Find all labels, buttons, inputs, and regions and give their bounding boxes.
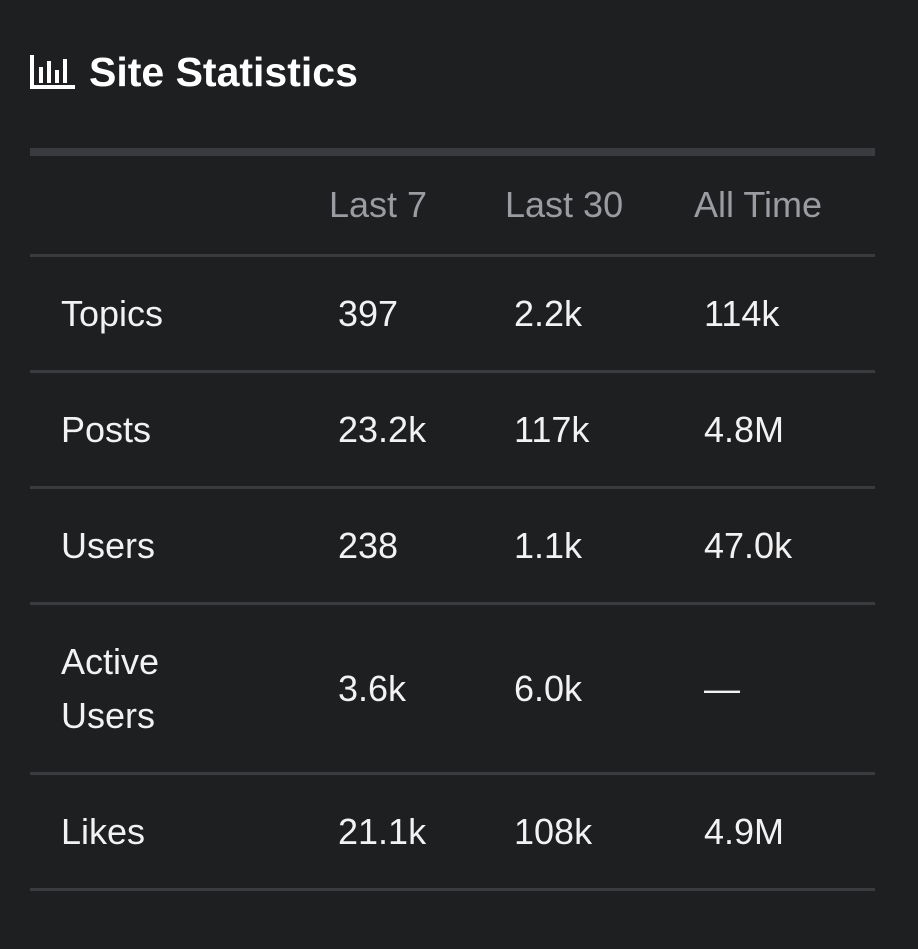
value-cell: 21.1k bbox=[329, 811, 505, 853]
table-row: Posts 23.2k 117k 4.8M bbox=[30, 373, 875, 489]
value: 114k bbox=[704, 292, 780, 334]
table-row: Likes 21.1k 108k 4.9M bbox=[30, 775, 875, 891]
table-row: Users 238 1.1k 47.0k bbox=[30, 489, 875, 605]
value: 117k bbox=[514, 408, 590, 450]
value-cell: 47.0k bbox=[694, 525, 875, 567]
value-cell: 23.2k bbox=[329, 409, 505, 451]
value-cell: 1.1k bbox=[505, 525, 694, 567]
row-label: Active Users bbox=[61, 640, 160, 736]
row-label: Likes bbox=[61, 810, 146, 852]
value-cell: — bbox=[694, 668, 875, 710]
table-row: Topics 397 2.2k 114k bbox=[30, 257, 875, 373]
value: 4.9M bbox=[704, 810, 785, 852]
column-header: Last 30 bbox=[505, 184, 624, 225]
chart-icon bbox=[30, 55, 75, 89]
value-cell: 117k bbox=[505, 409, 694, 451]
row-label-cell: Posts bbox=[30, 403, 329, 457]
row-label: Topics bbox=[61, 292, 164, 334]
column-header: All Time bbox=[694, 184, 823, 225]
title: Site Statistics bbox=[89, 48, 358, 95]
value-cell: 238 bbox=[329, 525, 505, 567]
table-row: Active Users 3.6k 6.0k — bbox=[30, 605, 875, 775]
value: 397 bbox=[338, 292, 399, 334]
stats-table: Last 7 Last 30 All Time Topics 397 2.2k 114k Po… bbox=[30, 148, 875, 891]
value: 6.0k bbox=[514, 667, 583, 709]
row-label: Posts bbox=[61, 408, 152, 450]
value-cell: 3.6k bbox=[329, 668, 505, 710]
header: Site Statistics bbox=[30, 46, 358, 98]
value-cell: 4.9M bbox=[694, 811, 875, 853]
value-cell: 114k bbox=[694, 293, 875, 335]
row-label-cell: Users bbox=[30, 519, 329, 573]
value: 2.2k bbox=[514, 292, 583, 334]
value: 238 bbox=[338, 524, 399, 566]
value: 1.1k bbox=[514, 524, 583, 566]
value: 21.1k bbox=[338, 810, 427, 852]
header-row: Last 7 Last 30 All Time bbox=[30, 156, 875, 257]
value-cell: 108k bbox=[505, 811, 694, 853]
value: — bbox=[704, 667, 740, 709]
value-cell: 397 bbox=[329, 293, 505, 335]
row-label-cell: Active Users bbox=[30, 635, 329, 743]
value-cell: 4.8M bbox=[694, 409, 875, 451]
value-cell: 2.2k bbox=[505, 293, 694, 335]
row-label-cell: Likes bbox=[30, 805, 329, 859]
value: 23.2k bbox=[338, 408, 427, 450]
value: 108k bbox=[514, 810, 593, 852]
value-cell: 6.0k bbox=[505, 668, 694, 710]
row-label: Users bbox=[61, 524, 156, 566]
value: 3.6k bbox=[338, 667, 407, 709]
value: 4.8M bbox=[704, 408, 785, 450]
row-label-cell: Topics bbox=[30, 287, 329, 341]
column-header: Last 7 bbox=[329, 184, 428, 225]
value: 47.0k bbox=[704, 524, 793, 566]
